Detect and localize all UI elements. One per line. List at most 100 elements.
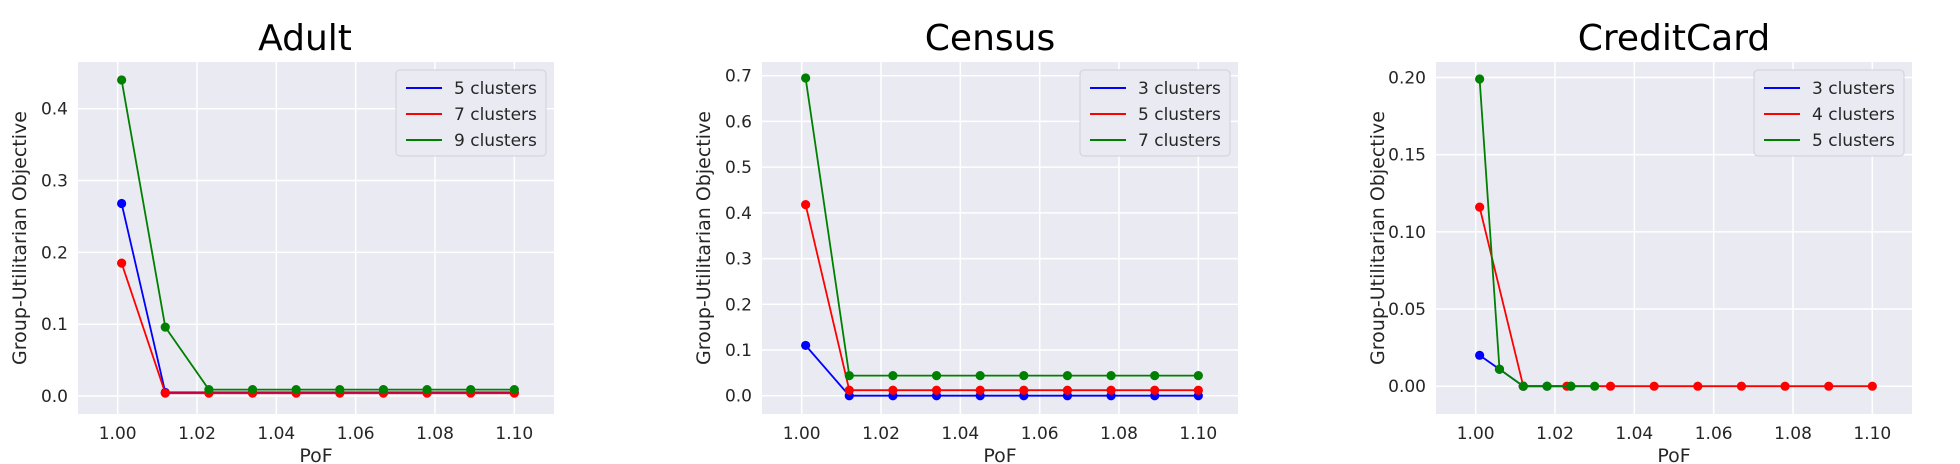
y-tick-label: 0.3 xyxy=(725,250,752,270)
legend: 3 clusters 4 clusters 5 clusters xyxy=(1753,69,1905,157)
data-point xyxy=(204,384,214,395)
chart-title: Adult xyxy=(258,18,352,59)
y-tick-label: 0.15 xyxy=(1388,146,1426,166)
chart-title: Census xyxy=(925,18,1055,59)
legend-entry: 7 clusters xyxy=(454,105,537,125)
x-tick-label: 1.08 xyxy=(416,424,454,444)
series-line xyxy=(120,79,515,391)
x-tick-label: 1.10 xyxy=(1179,424,1217,444)
data-point xyxy=(931,385,942,395)
y-tick-label: 0.0 xyxy=(725,387,752,407)
y-tick-label: 0.2 xyxy=(725,295,752,315)
y-tick-label: 0.5 xyxy=(725,158,752,178)
x-tick-label: 1.06 xyxy=(337,424,375,444)
data-point xyxy=(801,73,811,83)
data-point xyxy=(117,75,127,85)
data-point xyxy=(844,371,854,381)
x-tick-label: 1.04 xyxy=(1615,424,1653,444)
chart-panel-2: 1.00 1.02 1.04 1.06 1.08 1.10 0.0 0.1 0.2 0.3 0.4 0… xyxy=(693,18,1238,464)
data-point xyxy=(1780,381,1790,391)
x-tick-label: 1.04 xyxy=(941,424,979,444)
series-line xyxy=(804,344,1199,397)
y-tick-label: 0.00 xyxy=(1388,377,1426,397)
data-point xyxy=(1106,385,1116,395)
legend-entry: 3 clusters xyxy=(1138,79,1221,99)
legend-box xyxy=(1753,69,1905,157)
y-tick-label: 0.7 xyxy=(725,67,752,87)
legend: 5 clusters 7 clusters 9 clusters xyxy=(395,69,547,157)
data-point xyxy=(1736,381,1747,391)
legend-entry: 7 clusters xyxy=(1138,131,1221,151)
chart-title: CreditCard xyxy=(1578,18,1770,59)
data-point xyxy=(1062,371,1073,381)
data-point xyxy=(378,384,389,395)
x-tick-label: 1.08 xyxy=(1100,424,1138,444)
data-point xyxy=(117,258,127,268)
y-axis-label: Group-Utilitarian Objective xyxy=(1367,111,1389,365)
data-point xyxy=(1019,371,1029,381)
x-axis-label: PoF xyxy=(983,445,1016,464)
x-tick-label: 1.04 xyxy=(257,424,295,444)
data-point xyxy=(975,371,985,381)
series-line xyxy=(804,204,1199,392)
series-line xyxy=(804,77,1199,377)
data-point xyxy=(1693,381,1703,391)
legend-entry: 4 clusters xyxy=(1812,105,1895,125)
data-point xyxy=(1193,371,1203,381)
legend-entry: 3 clusters xyxy=(1812,79,1895,99)
chart-panel-3: 1.00 1.02 1.04 1.06 1.08 1.10 0.00 0.05 0.10 0.15… xyxy=(1367,18,1912,464)
y-tick-label: 0.0 xyxy=(41,387,68,407)
x-tick-label: 1.06 xyxy=(1021,424,1059,444)
x-tick-label: 1.06 xyxy=(1695,424,1733,444)
data-point xyxy=(1649,381,1659,391)
data-point xyxy=(888,371,898,381)
legend-entry: 9 clusters xyxy=(454,131,537,151)
legend-entry: 5 clusters xyxy=(1812,131,1895,151)
data-point xyxy=(291,384,301,395)
x-tick-label: 1.10 xyxy=(495,424,533,444)
x-tick-label: 1.02 xyxy=(1536,424,1574,444)
data-point xyxy=(801,340,811,351)
data-point xyxy=(931,371,942,381)
data-point xyxy=(1542,381,1552,391)
y-tick-label: 0.3 xyxy=(41,172,68,192)
data-point xyxy=(335,384,345,395)
y-tick-label: 0.1 xyxy=(41,315,68,335)
legend-entry: 5 clusters xyxy=(454,79,537,99)
data-point xyxy=(509,384,519,395)
data-point xyxy=(975,385,985,395)
data-point xyxy=(117,198,127,209)
y-tick-label: 0.10 xyxy=(1388,223,1426,243)
y-axis-label: Group-Utilitarian Objective xyxy=(9,111,31,365)
y-tick-label: 0.1 xyxy=(725,341,752,361)
x-tick-label: 1.10 xyxy=(1853,424,1891,444)
data-point xyxy=(1605,381,1616,391)
x-axis-label: PoF xyxy=(1657,445,1690,464)
data-point xyxy=(888,385,898,395)
data-point xyxy=(1824,381,1834,391)
x-tick-label: 1.02 xyxy=(862,424,900,444)
data-point xyxy=(422,384,432,395)
data-point xyxy=(1150,385,1160,395)
y-tick-label: 0.2 xyxy=(41,243,68,263)
data-point xyxy=(844,385,854,395)
x-tick-label: 1.00 xyxy=(783,424,821,444)
y-tick-label: 0.20 xyxy=(1388,68,1426,88)
x-axis-label: PoF xyxy=(299,445,332,464)
data-point xyxy=(160,322,170,332)
data-point xyxy=(801,200,811,210)
y-tick-label: 0.6 xyxy=(725,112,752,132)
data-point xyxy=(1566,381,1576,391)
data-point xyxy=(1019,385,1029,395)
data-point xyxy=(1193,385,1203,395)
y-axis-label: Group-Utilitarian Objective xyxy=(693,111,715,365)
x-tick-label: 1.00 xyxy=(99,424,137,444)
x-tick-label: 1.02 xyxy=(178,424,216,444)
legend-box xyxy=(1079,69,1231,157)
data-point xyxy=(1590,381,1600,391)
data-point xyxy=(1494,364,1505,374)
y-tick-label: 0.4 xyxy=(41,100,68,120)
data-point xyxy=(466,384,476,395)
data-point xyxy=(1475,350,1485,360)
